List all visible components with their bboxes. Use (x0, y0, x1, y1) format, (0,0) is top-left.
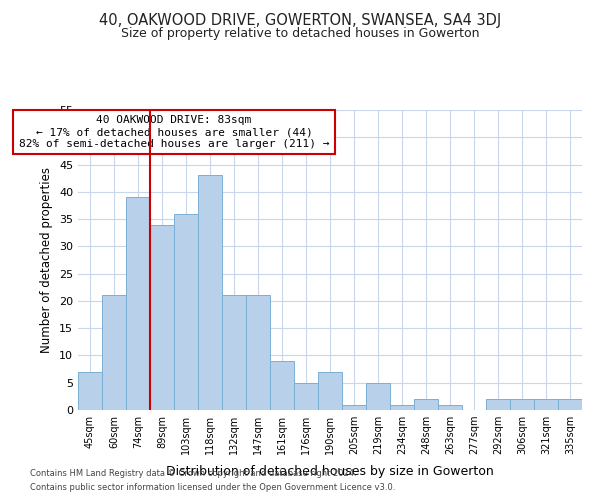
Text: 40 OAKWOOD DRIVE: 83sqm
← 17% of detached houses are smaller (44)
82% of semi-de: 40 OAKWOOD DRIVE: 83sqm ← 17% of detache… (19, 116, 329, 148)
Bar (414, 399, 438, 410)
Bar (174, 214, 198, 410)
Bar (102, 296, 126, 410)
Y-axis label: Number of detached properties: Number of detached properties (40, 167, 53, 353)
X-axis label: Distribution of detached houses by size in Gowerton: Distribution of detached houses by size … (166, 466, 494, 478)
Bar (198, 176, 222, 410)
Bar (150, 224, 174, 410)
Bar (222, 296, 246, 410)
Bar (342, 404, 366, 410)
Bar (126, 198, 150, 410)
Bar (558, 399, 582, 410)
Text: Contains HM Land Registry data © Crown copyright and database right 2024.: Contains HM Land Registry data © Crown c… (30, 468, 356, 477)
Text: Size of property relative to detached houses in Gowerton: Size of property relative to detached ho… (121, 28, 479, 40)
Bar (486, 399, 510, 410)
Text: 40, OAKWOOD DRIVE, GOWERTON, SWANSEA, SA4 3DJ: 40, OAKWOOD DRIVE, GOWERTON, SWANSEA, SA… (99, 12, 501, 28)
Bar (510, 399, 534, 410)
Bar (294, 382, 318, 410)
Bar (78, 372, 102, 410)
Bar (270, 361, 294, 410)
Bar (438, 404, 462, 410)
Bar (534, 399, 558, 410)
Text: Contains public sector information licensed under the Open Government Licence v3: Contains public sector information licen… (30, 484, 395, 492)
Bar (366, 382, 390, 410)
Bar (246, 296, 270, 410)
Bar (390, 404, 414, 410)
Bar (318, 372, 342, 410)
